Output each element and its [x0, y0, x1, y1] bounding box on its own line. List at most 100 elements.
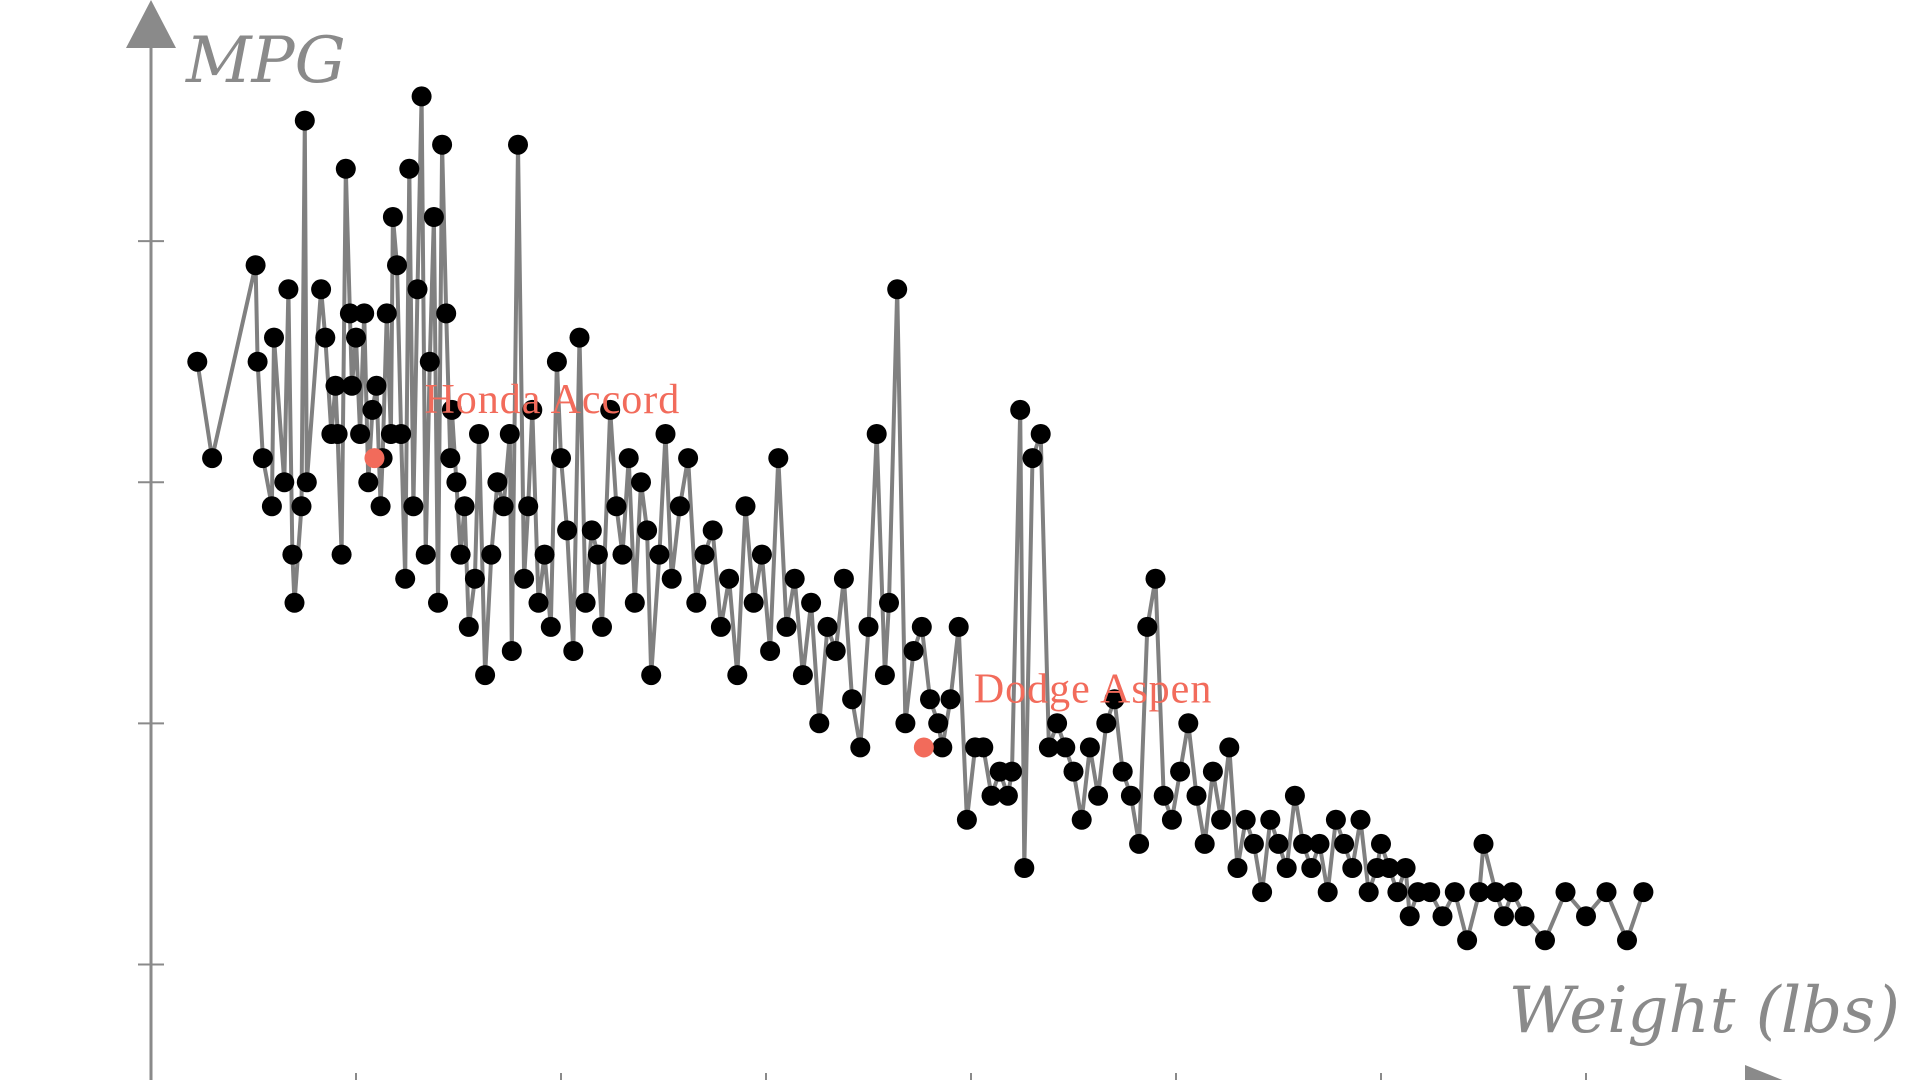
data-point-18: [327, 424, 348, 444]
data-point-161: [1252, 882, 1273, 903]
data-point-58: [493, 496, 514, 517]
data-point-59: [499, 424, 520, 444]
data-point-57: [487, 472, 508, 493]
data-point-67: [540, 616, 561, 637]
data-point-90: [686, 592, 707, 613]
data-point-27: [362, 399, 383, 420]
data-point-5: [261, 496, 282, 517]
data-point-79: [612, 544, 633, 565]
data-point-83: [637, 520, 658, 541]
data-point-97: [743, 592, 764, 613]
data-point-163: [1268, 833, 1289, 854]
data-point-69: [551, 448, 571, 469]
data-point-139: [1071, 809, 1092, 830]
data-point-88: [669, 496, 690, 517]
data-point-55: [475, 665, 496, 686]
data-point-120: [928, 713, 949, 734]
data-point-134: [1030, 424, 1051, 444]
data-point-99: [760, 641, 781, 661]
data-point-17: [325, 375, 346, 396]
data-point-148: [1145, 568, 1166, 589]
data-point-111: [858, 616, 879, 637]
data-point-195: [1596, 882, 1617, 903]
data-point-196: [1617, 930, 1637, 951]
data-point-95: [727, 665, 748, 686]
data-point-38: [403, 496, 424, 517]
data-point-8: [278, 279, 299, 300]
data-point-68: [546, 351, 567, 372]
data-point-113: [874, 665, 895, 686]
y-axis-arrow: [126, 0, 176, 48]
data-point-145: [1120, 785, 1141, 806]
data-point-138: [1063, 761, 1084, 782]
data-point-172: [1342, 858, 1363, 878]
data-point-1: [202, 448, 223, 469]
data-point-119: [920, 689, 940, 710]
data-point-4: [252, 448, 273, 469]
data-point-103: [792, 665, 813, 686]
data-point-144: [1112, 761, 1133, 782]
data-point-3: [247, 351, 268, 372]
data-point-158: [1227, 858, 1248, 878]
data-point-56: [481, 544, 502, 565]
data-point-47: [440, 448, 461, 469]
data-point-124: [956, 809, 977, 830]
data-point-23: [346, 327, 366, 348]
data-point-19: [331, 544, 352, 565]
data-point-7: [274, 472, 295, 493]
data-point-104: [801, 592, 822, 613]
data-point-132: [1014, 858, 1035, 878]
data-point-31: [376, 303, 397, 324]
data-point-29: [370, 496, 391, 517]
data-point-127: [981, 785, 1002, 806]
data-point-76: [592, 616, 612, 637]
highlight-point-1: [913, 737, 934, 758]
data-point-65: [528, 592, 549, 613]
data-point-72: [569, 327, 590, 348]
data-point-60: [501, 641, 522, 661]
data-point-184: [1444, 882, 1465, 903]
data-point-194: [1576, 906, 1596, 927]
data-point-54: [469, 424, 489, 444]
data-point-20: [335, 158, 356, 179]
data-point-152: [1178, 713, 1199, 734]
data-point-39: [407, 279, 428, 300]
data-point-185: [1457, 930, 1478, 951]
data-point-102: [784, 568, 805, 589]
axes: [126, 0, 1783, 1080]
data-point-48: [441, 399, 462, 420]
data-point-77: [600, 399, 621, 420]
data-point-49: [446, 472, 467, 493]
data-point-166: [1293, 833, 1314, 854]
data-point-43: [423, 207, 444, 227]
data-point-63: [518, 496, 539, 517]
data-point-183: [1432, 906, 1453, 927]
data-point-85: [649, 544, 670, 565]
data-point-190: [1502, 882, 1523, 903]
data-point-114: [879, 592, 899, 613]
data-point-14: [311, 279, 332, 300]
data-point-105: [809, 713, 830, 734]
data-point-61: [508, 134, 528, 155]
annotation-label-0: Honda Accord: [424, 377, 680, 423]
data-point-149: [1153, 785, 1174, 806]
data-point-22: [341, 375, 362, 396]
series-layer: [187, 86, 1654, 951]
data-point-33: [382, 207, 403, 227]
data-point-82: [631, 472, 651, 493]
data-point-84: [641, 665, 662, 686]
data-point-108: [833, 568, 854, 589]
data-point-170: [1325, 809, 1346, 830]
data-point-52: [458, 616, 479, 637]
data-point-189: [1494, 906, 1514, 927]
data-point-155: [1202, 761, 1223, 782]
data-point-75: [587, 544, 608, 565]
data-point-146: [1129, 833, 1150, 854]
data-point-143: [1104, 689, 1125, 710]
y-ticks: [138, 240, 164, 966]
data-point-192: [1535, 930, 1555, 951]
data-point-129: [997, 785, 1018, 806]
data-point-110: [850, 737, 871, 758]
data-point-93: [710, 616, 731, 637]
data-point-9: [282, 544, 303, 565]
